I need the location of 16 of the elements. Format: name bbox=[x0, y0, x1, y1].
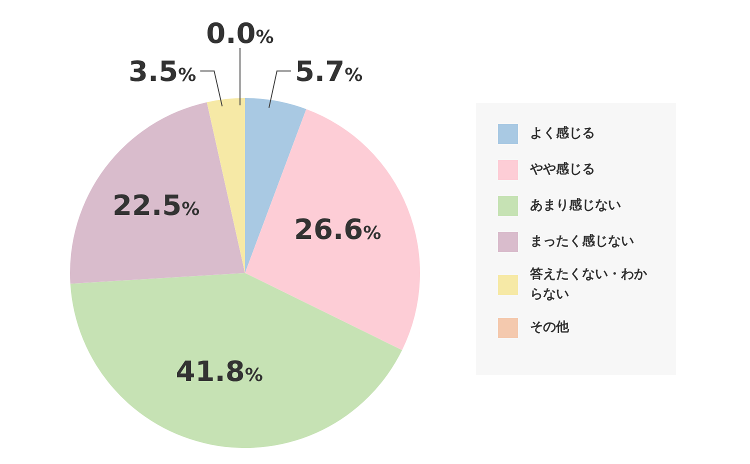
data-label: 26.6% bbox=[294, 213, 382, 246]
legend-label: 答えたくない・わからない bbox=[530, 266, 648, 304]
pie-slice bbox=[70, 102, 245, 284]
pie-slice bbox=[70, 273, 402, 448]
legend-label: やや感じる bbox=[530, 161, 596, 179]
data-label: 41.8% bbox=[176, 354, 263, 388]
legend-label: その他 bbox=[530, 319, 570, 337]
legend-label: まったく感じない bbox=[530, 233, 635, 251]
pie-slice bbox=[245, 109, 420, 350]
data-label: 5.7% bbox=[294, 55, 363, 88]
legend-label: よく感じる bbox=[530, 125, 596, 143]
legend-label: あまり感じない bbox=[530, 197, 622, 215]
text: 0.0% bbox=[206, 17, 274, 50]
pie-slice bbox=[206, 98, 245, 273]
data-label: 22.5% bbox=[112, 188, 200, 222]
data-label: 3.5% bbox=[128, 55, 196, 88]
